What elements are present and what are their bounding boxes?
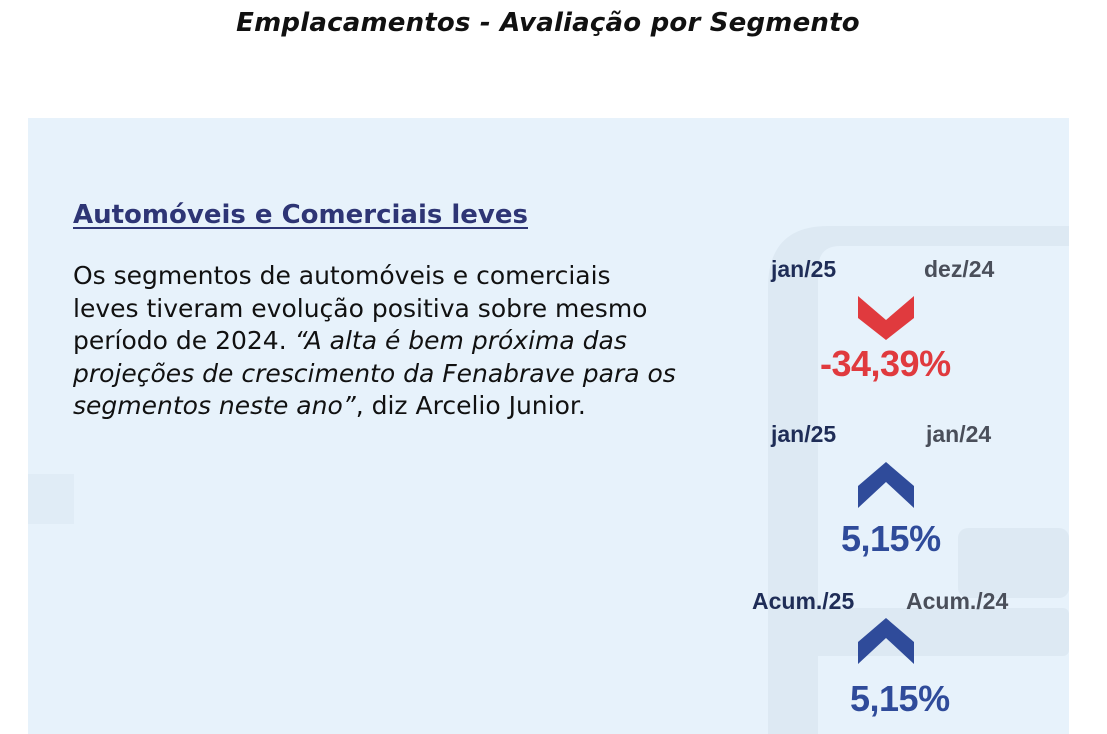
indicator-2-value: 5,15% bbox=[841, 518, 941, 559]
segment-description: Os segmentos de automóveis e comerciais … bbox=[73, 260, 683, 423]
chevron-down-icon bbox=[858, 296, 914, 340]
description-attribution: , diz Arcelio Junior. bbox=[355, 391, 586, 420]
chevron-up-icon bbox=[858, 462, 914, 508]
description-quote: “A alta é bem próxima das projeções de c… bbox=[73, 326, 676, 420]
segment-heading: Automóveis e Comerciais leves bbox=[73, 200, 528, 230]
indicator-2-current-label: jan/25 bbox=[771, 421, 837, 447]
indicator-2-previous-label: jan/24 bbox=[926, 421, 992, 447]
chevron-up-icon bbox=[858, 618, 914, 664]
description-text: Os segmentos de automóveis e comerciais … bbox=[73, 261, 648, 355]
indicator-3-previous-label: Acum./24 bbox=[906, 588, 1009, 614]
indicator-1-previous-label: dez/24 bbox=[924, 256, 995, 282]
indicator-1-value: -34,39% bbox=[820, 343, 951, 384]
indicator-3-current-label: Acum./25 bbox=[752, 588, 855, 614]
page-title: Emplacamentos - Avaliação por Segmento bbox=[236, 8, 860, 38]
indicator-3-value: 5,15% bbox=[850, 678, 950, 719]
car-watermark-icon bbox=[28, 226, 1069, 734]
segment-panel: Automóveis e Comerciais leves Os segment… bbox=[28, 118, 1069, 734]
indicator-1-current-label: jan/25 bbox=[771, 256, 837, 282]
